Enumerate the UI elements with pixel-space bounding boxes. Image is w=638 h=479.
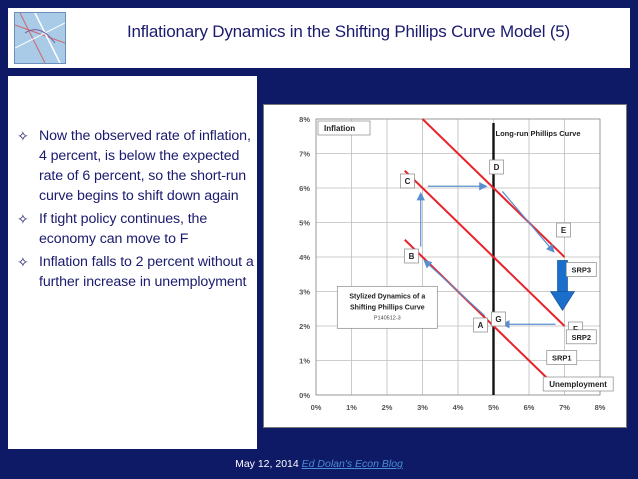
point-label: E [561, 226, 567, 235]
point-label-box [473, 317, 488, 333]
x-tick-label: 4% [453, 403, 464, 412]
x-tick-label: 2% [382, 403, 393, 412]
x-tick-label: 0% [311, 403, 322, 412]
bullet-item: ✧ If tight policy continues, the economy … [17, 209, 257, 249]
slide-title: Inflationary Dynamics in the Shifting Ph… [126, 22, 570, 41]
x-tick-label: 5% [488, 403, 499, 412]
star-bullet-icon: ✧ [17, 128, 29, 144]
blog-logo-icon [14, 12, 66, 64]
srp-label-box [546, 350, 578, 365]
point-label: A [478, 321, 484, 330]
lrpc-label: Long-run Phillips Curve [496, 129, 581, 138]
x-tick-label: 3% [417, 403, 428, 412]
bullet-text: Now the observed rate of inflation, 4 pe… [39, 128, 251, 204]
blog-link[interactable]: Ed Dolan's Econ Blog [301, 458, 403, 470]
x-tick-label: 6% [524, 403, 535, 412]
srp-label-box [565, 262, 597, 277]
caption-title: Shifting Phillips Curve [350, 304, 425, 311]
caption-title: Stylized Dynamics of a [349, 293, 425, 300]
bullet-item: ✧ Inflation falls to 2 percent without a … [17, 252, 257, 292]
y-tick-label: 6% [299, 184, 310, 193]
y-axis-name-box [317, 120, 371, 136]
bullet-list: ✧ Now the observed rate of inflation, 4 p… [17, 126, 257, 295]
x-tick-label: 1% [346, 403, 357, 412]
y-tick-label: 0% [299, 391, 310, 400]
srp-label: SRP3 [571, 266, 591, 275]
transition-arrow [423, 259, 486, 317]
plot-area-border [315, 118, 601, 396]
caption-code: P140512-3 [374, 315, 401, 321]
bullet-text: Inflation falls to 2 percent without a f… [39, 254, 254, 290]
y-tick-label: 2% [299, 322, 310, 331]
caption-box [336, 285, 438, 329]
x-axis-name-box [542, 376, 614, 392]
chart-frame: 0% 1% 2% 3% 4% 5% 6% 7% 8% 0% 1% 2% 3% 4% 5% 6% 7% 8% Long… [263, 104, 627, 428]
y-tick-label: 7% [299, 150, 310, 159]
srp-label-box [565, 329, 597, 345]
star-bullet-icon: ✧ [17, 254, 29, 270]
point-label-box [404, 248, 419, 264]
y-tick-label: 8% [299, 115, 310, 124]
srp-curve [421, 118, 566, 258]
title-bar [8, 8, 630, 68]
x-tick-label: 7% [559, 403, 570, 412]
footer: May 12, 2014 Ed Dolan's Econ Blog [0, 458, 638, 470]
point-label: G [495, 315, 501, 324]
shift-down-arrow-head [549, 291, 576, 312]
phillips-curve-chart: 0% 1% 2% 3% 4% 5% 6% 7% 8% 0% 1% 2% 3% 4% 5% 6% 7% 8% Long… [299, 115, 614, 412]
srp-label: SRP2 [571, 333, 591, 342]
point-label: C [405, 177, 411, 186]
y-tick-label: 1% [299, 357, 310, 366]
bullet-text: If tight policy continues, the economy c… [39, 211, 208, 247]
y-axis-label: Inflation [324, 124, 355, 133]
x-axis-label: Unemployment [549, 380, 607, 389]
point-label: B [409, 252, 415, 261]
transition-arrow [501, 191, 555, 253]
text-panel [8, 76, 257, 449]
star-bullet-icon: ✧ [17, 211, 29, 227]
point-label-box [491, 311, 506, 327]
point-label-box [489, 159, 504, 175]
footer-date: May 12, 2014 [235, 458, 299, 470]
y-tick-label: 4% [299, 253, 310, 262]
point-label-box [400, 173, 415, 189]
y-tick-label: 5% [299, 219, 310, 228]
x-tick-label: 8% [595, 403, 606, 412]
y-tick-label: 3% [299, 288, 310, 297]
bullet-item: ✧ Now the observed rate of inflation, 4 p… [17, 126, 257, 206]
srp-curve [404, 170, 566, 327]
point-label: D [494, 163, 500, 172]
srp-label: SRP1 [552, 354, 572, 363]
point-label-box [556, 222, 571, 238]
